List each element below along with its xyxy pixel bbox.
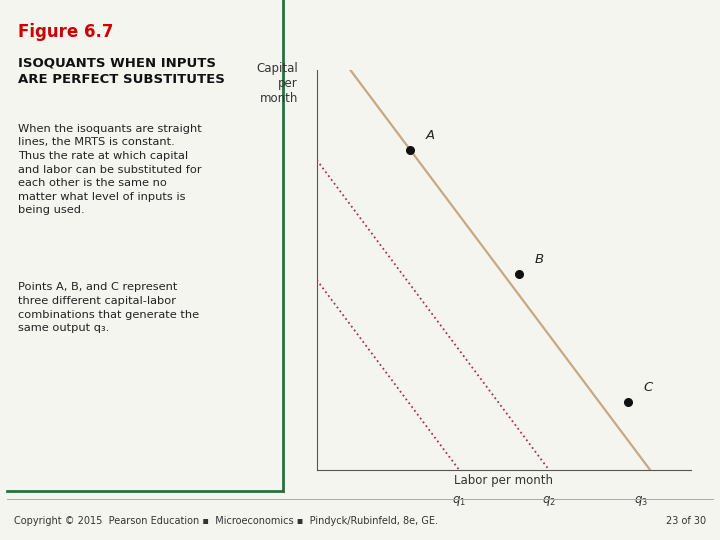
Y-axis label: Capital
per
month: Capital per month [256, 62, 298, 105]
Text: $B$: $B$ [534, 253, 544, 266]
Text: Figure 6.7: Figure 6.7 [18, 23, 114, 41]
X-axis label: Labor per month: Labor per month [454, 474, 554, 487]
Text: $A$: $A$ [426, 129, 436, 142]
Text: $C$: $C$ [642, 381, 654, 394]
Text: $q_3$: $q_3$ [634, 494, 648, 508]
Text: ISOQUANTS WHEN INPUTS
ARE PERFECT SUBSTITUTES: ISOQUANTS WHEN INPUTS ARE PERFECT SUBSTI… [18, 57, 225, 86]
Text: Copyright © 2015  Pearson Education ▪  Microeconomics ▪  Pindyck/Rubinfeld, 8e, : Copyright © 2015 Pearson Education ▪ Mic… [14, 516, 438, 525]
Text: Points A, B, and C represent
three different capital-labor
combinations that gen: Points A, B, and C represent three diffe… [18, 282, 199, 333]
Text: When the isoquants are straight
lines, the MRTS is constant.
Thus the rate at wh: When the isoquants are straight lines, t… [18, 124, 202, 215]
Text: 23 of 30: 23 of 30 [665, 516, 706, 525]
Text: $q_2$: $q_2$ [542, 494, 556, 508]
Text: $q_1$: $q_1$ [452, 494, 466, 508]
